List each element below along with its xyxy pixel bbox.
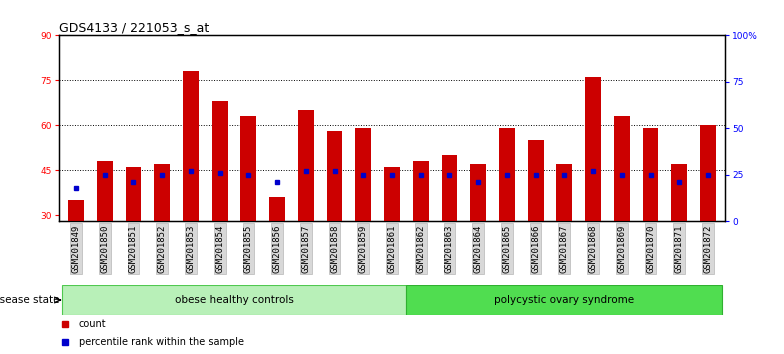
Bar (413, 161, 429, 221)
Text: GSM201861: GSM201861 (387, 224, 397, 273)
Bar (62, 285, 406, 315)
Bar (528, 140, 543, 221)
Text: GSM201871: GSM201871 (675, 224, 684, 273)
Text: GSM201864: GSM201864 (474, 224, 483, 273)
Bar (355, 128, 371, 221)
Text: GSM201856: GSM201856 (273, 224, 281, 273)
Text: GDS4133 / 221053_s_at: GDS4133 / 221053_s_at (59, 21, 209, 34)
Bar (384, 167, 400, 221)
Text: GSM201866: GSM201866 (531, 224, 540, 273)
Text: GSM201851: GSM201851 (129, 224, 138, 273)
Bar (97, 161, 113, 221)
Text: GSM201865: GSM201865 (503, 224, 511, 273)
Bar (241, 116, 256, 221)
Text: polycystic ovary syndrome: polycystic ovary syndrome (494, 295, 634, 305)
Bar (327, 131, 343, 221)
Text: GSM201863: GSM201863 (445, 224, 454, 273)
Bar (441, 155, 457, 221)
Text: GSM201869: GSM201869 (617, 224, 626, 273)
Bar (298, 110, 314, 221)
Text: percentile rank within the sample: percentile rank within the sample (78, 337, 244, 347)
Text: GSM201872: GSM201872 (703, 224, 713, 273)
Text: GSM201862: GSM201862 (416, 224, 425, 273)
Text: GSM201850: GSM201850 (100, 224, 109, 273)
Text: GSM201858: GSM201858 (330, 224, 339, 273)
Text: GSM201867: GSM201867 (560, 224, 569, 273)
Bar (406, 285, 722, 315)
Text: GSM201857: GSM201857 (301, 224, 310, 273)
Bar (154, 164, 170, 221)
Bar (643, 128, 659, 221)
Bar (125, 167, 141, 221)
Text: GSM201855: GSM201855 (244, 224, 253, 273)
Bar (499, 128, 515, 221)
Text: GSM201849: GSM201849 (71, 224, 81, 273)
Bar (212, 101, 227, 221)
Bar (614, 116, 630, 221)
Bar (671, 164, 687, 221)
Bar (183, 72, 199, 221)
Text: GSM201854: GSM201854 (215, 224, 224, 273)
Text: disease state: disease state (0, 295, 59, 305)
Bar (68, 200, 84, 221)
Bar (269, 197, 285, 221)
Text: obese healthy controls: obese healthy controls (175, 295, 293, 305)
Text: GSM201859: GSM201859 (359, 224, 368, 273)
Bar (470, 164, 486, 221)
Text: GSM201852: GSM201852 (158, 224, 167, 273)
Bar (585, 78, 601, 221)
Text: count: count (78, 319, 107, 329)
Text: GSM201853: GSM201853 (187, 224, 195, 273)
Text: GSM201868: GSM201868 (589, 224, 597, 273)
Bar (557, 164, 572, 221)
Bar (700, 125, 716, 221)
Text: GSM201870: GSM201870 (646, 224, 655, 273)
